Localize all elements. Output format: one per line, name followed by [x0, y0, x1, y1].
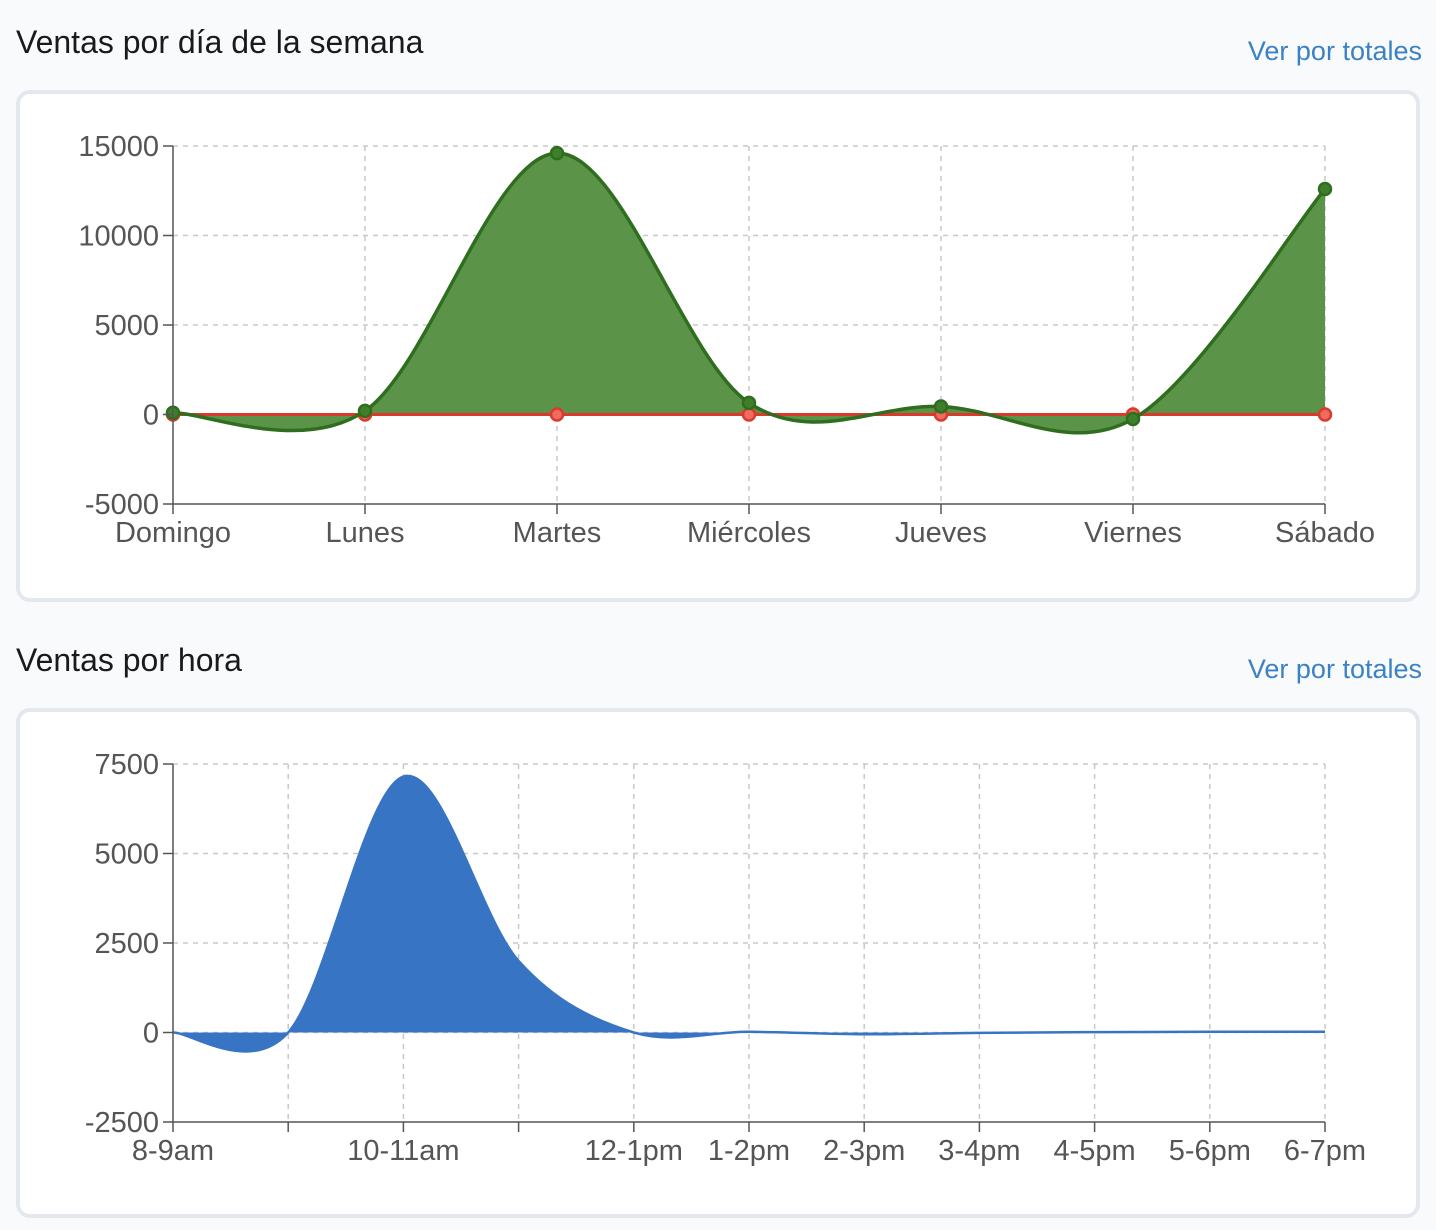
- hourly-chart-card: [16, 708, 1420, 1218]
- hourly-xtick-label-2: 10-11am: [347, 1135, 459, 1167]
- weekday-series-0-point-1: [357, 403, 373, 419]
- weekday-chart-title: Ventas por día de la semana: [16, 24, 424, 60]
- hourly-xtick-label-8: 4-5pm: [1053, 1135, 1135, 1167]
- hourly-xtick-label-9: 5-6pm: [1169, 1135, 1251, 1167]
- weekday-xtick-label-3: Miércoles: [687, 517, 811, 549]
- hourly-xtick-label-0: 8-9am: [132, 1135, 214, 1167]
- weekday-xtick-label-2: Martes: [513, 517, 602, 549]
- weekday-xtick-label-1: Lunes: [325, 517, 404, 549]
- weekday-series-1-point-6: [1317, 407, 1333, 422]
- hourly-xtick-label-10: 6-7pm: [1284, 1135, 1366, 1167]
- weekday-xtick-label-0: Domingo: [115, 517, 231, 549]
- weekday-series-1-point-2: [549, 407, 565, 422]
- weekday-xtick-label-4: Jueves: [895, 517, 987, 549]
- weekday-chart-card: [16, 90, 1420, 602]
- hourly-series-0-line: [172, 774, 1326, 1053]
- weekday-totals-link[interactable]: Ver por totales: [1247, 36, 1422, 66]
- hourly-totals-link[interactable]: Ver por totales: [1247, 654, 1422, 684]
- weekday-series-0-point-3: [741, 395, 757, 411]
- hourly-ytick-label-3: 5000: [94, 839, 159, 871]
- hourly-series-0-area: [173, 775, 1325, 1052]
- weekday-xtick-label-5: Viernes: [1084, 517, 1182, 549]
- hourly-xtick-label-5: 1-2pm: [708, 1135, 790, 1167]
- hourly-xtick-label-7: 3-4pm: [938, 1135, 1020, 1167]
- weekday-xtick-label-6: Sábado: [1275, 517, 1375, 549]
- weekday-ytick-label-0: -5000: [85, 489, 159, 521]
- hourly-ytick-label-0: -2500: [85, 1107, 159, 1139]
- hourly-ytick-label-2: 2500: [94, 928, 159, 960]
- weekday-ytick-label-3: 10000: [78, 221, 159, 253]
- weekday-series-0-point-4: [933, 399, 949, 414]
- hourly-ytick-label-1: 0: [143, 1018, 159, 1050]
- hourly-chart-title: Ventas por hora: [16, 642, 242, 678]
- hourly-xtick-label-6: 2-3pm: [823, 1135, 905, 1167]
- hourly-ytick-label-4: 7500: [94, 749, 159, 781]
- weekday-sales-chart: -5000 0 5000 10000 15000 Domingo Lunes Martes Mi…: [78, 131, 1375, 549]
- weekday-ytick-label-4: 15000: [78, 131, 159, 163]
- weekday-series-0-point-6: [1317, 181, 1333, 197]
- weekday-series-0-point-5: [1125, 411, 1141, 427]
- weekday-series-0-point-2: [549, 145, 565, 161]
- weekday-series-0-area: [173, 153, 1325, 433]
- hourly-xtick-label-4: 12-1pm: [585, 1135, 683, 1167]
- weekday-ytick-label-1: 0: [143, 400, 159, 432]
- weekday-ytick-label-2: 5000: [94, 310, 159, 342]
